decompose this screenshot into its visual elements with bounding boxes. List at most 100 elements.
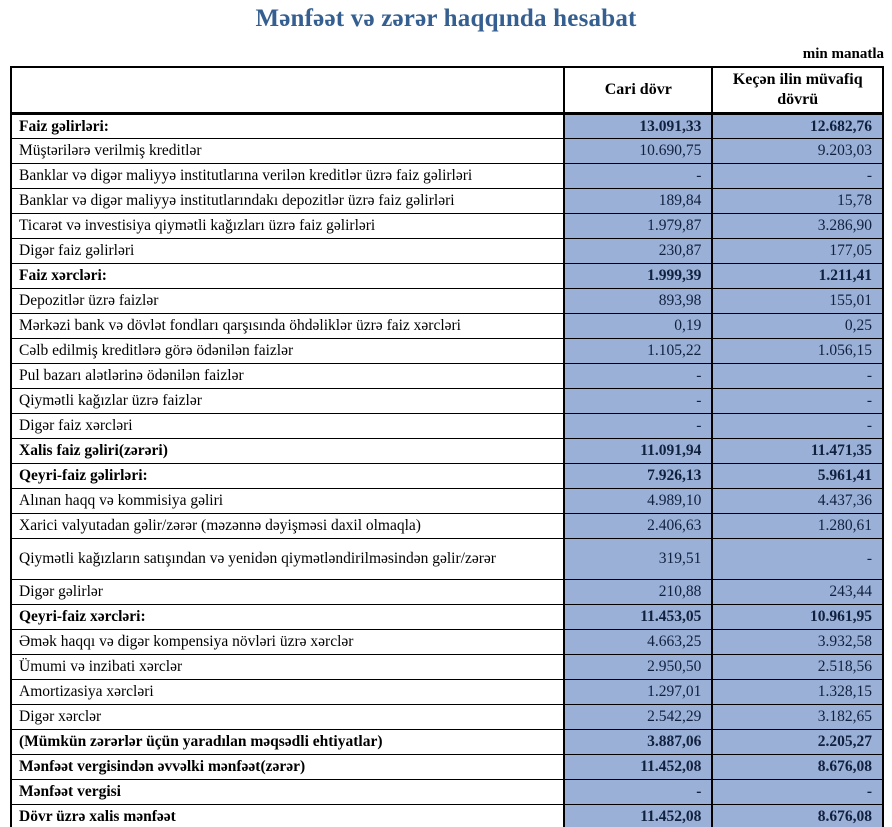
row-label: Digər xərclər (9, 704, 566, 730)
current-period-value: - (563, 388, 714, 414)
table-row: Əmək haqqı və digər kompensiya növləri ü… (9, 629, 884, 655)
previous-period-value: 3.182,65 (711, 704, 884, 730)
current-period-value: 2.950,50 (563, 654, 714, 680)
previous-period-value: 3.932,58 (711, 629, 884, 655)
row-label: Qeyri-faiz gəlirləri: (9, 463, 566, 489)
header-empty-cell (9, 66, 566, 115)
previous-period-value: - (711, 538, 884, 580)
table-row: Qeyri-faiz gəlirləri: 7.926,13 5.961,41 (9, 463, 884, 489)
table-row: Amortizasiya xərcləri 1.297,01 1.328,15 (9, 679, 884, 705)
table-row: Digər faiz xərcləri - - (9, 413, 884, 439)
row-label: Ticarət və investisiya qiymətli kağızlar… (9, 213, 566, 239)
current-period-value: 2.406,63 (563, 513, 714, 539)
current-period-value: 319,51 (563, 538, 714, 580)
previous-period-value: 8.676,08 (711, 754, 884, 780)
row-label: Xalis faiz gəliri(zərəri) (9, 438, 566, 464)
previous-period-value: 0,25 (711, 313, 884, 339)
current-period-value: 1.297,01 (563, 679, 714, 705)
previous-period-value: - (711, 163, 884, 189)
row-label: Digər faiz xərcləri (9, 413, 566, 439)
previous-period-value: 1.280,61 (711, 513, 884, 539)
previous-period-value: 243,44 (711, 579, 884, 605)
table-row: Cəlb edilmiş kreditlərə görə ödənilən fa… (9, 338, 884, 364)
row-label: Depozitlər üzrə faizlər (9, 288, 566, 314)
previous-period-value: 2.205,27 (711, 729, 884, 755)
row-label: Ümumi və inzibati xərclər (9, 654, 566, 680)
row-label: Faiz xərcləri: (9, 263, 566, 289)
table-row: Dövr üzrə xalis mənfəət 11.452,08 8.676,08 (9, 804, 884, 827)
table-row: Depozitlər üzrə faizlər 893,98 155,01 (9, 288, 884, 314)
row-label: Faiz gəlirləri: (9, 113, 566, 139)
row-label: Mərkəzi bank və dövlət fondları qarşısın… (9, 313, 566, 339)
previous-period-value: 12.682,76 (711, 113, 884, 139)
previous-period-value: - (711, 388, 884, 414)
table-row: (Mümkün zərərlər üçün yaradılan məqsədli… (9, 729, 884, 755)
table-row: Xalis faiz gəliri(zərəri) 11.091,94 11.471… (9, 438, 884, 464)
current-period-value: 0,19 (563, 313, 714, 339)
row-label: Müştərilərə verilmiş kreditlər (9, 138, 566, 164)
table-row: Digər faiz gəlirləri 230,87 177,05 (9, 238, 884, 264)
current-period-value: 11.452,08 (563, 754, 714, 780)
table-row: Qiymətli kağızlar üzrə faizlər - - (9, 388, 884, 414)
table-row: Banklar və digər maliyyə institutlarında… (9, 188, 884, 214)
previous-period-value: 10.961,95 (711, 604, 884, 630)
row-label: Alınan haqq və kommisiya gəliri (9, 488, 566, 514)
previous-period-value: 3.286,90 (711, 213, 884, 239)
current-period-value: 13.091,33 (563, 113, 714, 139)
row-label: (Mümkün zərərlər üçün yaradılan məqsədli… (9, 729, 566, 755)
table-row: Ticarət və investisiya qiymətli kağızlar… (9, 213, 884, 239)
row-label: Banklar və digər maliyyə institutlarına … (9, 163, 566, 189)
current-period-value: - (563, 163, 714, 189)
header-previous-period: Keçən ilin müvafiq dövrü (711, 66, 884, 115)
previous-period-value: - (711, 413, 884, 439)
current-period-value: 11.091,94 (563, 438, 714, 464)
row-label: Qiymətli kağızlar üzrə faizlər (9, 388, 566, 414)
current-period-value: 11.453,05 (563, 604, 714, 630)
table-row: Xarici valyutadan gəlir/zərər (məzənnə d… (9, 513, 884, 539)
previous-period-value: - (711, 363, 884, 389)
current-period-value: - (563, 363, 714, 389)
pnl-table: Cari dövr Keçən ilin müvafiq dövrü Faiz … (9, 66, 884, 827)
table-row: Müştərilərə verilmiş kreditlər 10.690,75 9… (9, 138, 884, 164)
row-label: Banklar və digər maliyyə institutlarında… (9, 188, 566, 214)
previous-period-value: 4.437,36 (711, 488, 884, 514)
table-row: Ümumi və inzibati xərclər 2.950,50 2.518,5… (9, 654, 884, 680)
current-period-value: - (563, 413, 714, 439)
row-label: Pul bazarı alətlərinə ödənilən faizlər (9, 363, 566, 389)
table-row: Qiymətli kağızların satışından və yenidə… (9, 538, 884, 580)
current-period-value: 4.989,10 (563, 488, 714, 514)
previous-period-value: 1.056,15 (711, 338, 884, 364)
current-period-value: 230,87 (563, 238, 714, 264)
current-period-value: 7.926,13 (563, 463, 714, 489)
table-header-row: Cari dövr Keçən ilin müvafiq dövrü (9, 66, 884, 115)
table-row: Pul bazarı alətlərinə ödənilən faizlər - - (9, 363, 884, 389)
current-period-value: 2.542,29 (563, 704, 714, 730)
table-row: Digər xərclər 2.542,29 3.182,65 (9, 704, 884, 730)
unit-label: min manatla (802, 46, 884, 62)
previous-period-value: 155,01 (711, 288, 884, 314)
previous-period-value: 5.961,41 (711, 463, 884, 489)
table-row: Mənfəət vergisindən əvvəlki mənfəət(zərə… (9, 754, 884, 780)
current-period-value: 1.105,22 (563, 338, 714, 364)
current-period-value: - (563, 779, 714, 805)
current-period-value: 189,84 (563, 188, 714, 214)
row-label: Amortizasiya xərcləri (9, 679, 566, 705)
table-row: Qeyri-faiz xərcləri: 11.453,05 10.961,95 (9, 604, 884, 630)
row-label: Digər gəlirlər (9, 579, 566, 605)
row-label: Mənfəət vergisi (9, 779, 566, 805)
page-title: Mənfəət və zərər haqqında hesabat (255, 5, 637, 32)
table-body: Faiz gəlirləri: 13.091,33 12.682,76 Müştəri… (9, 113, 884, 827)
row-label: Xarici valyutadan gəlir/zərər (məzənnə d… (9, 513, 566, 539)
row-label: Qiymətli kağızların satışından və yenidə… (9, 538, 566, 580)
row-label: Qeyri-faiz xərcləri: (9, 604, 566, 630)
row-label: Mənfəət vergisindən əvvəlki mənfəət(zərə… (9, 754, 566, 780)
previous-period-value: 15,78 (711, 188, 884, 214)
current-period-value: 1.979,87 (563, 213, 714, 239)
previous-period-value: 9.203,03 (711, 138, 884, 164)
row-label: Cəlb edilmiş kreditlərə görə ödənilən fa… (9, 338, 566, 364)
table-row: Mərkəzi bank və dövlət fondları qarşısın… (9, 313, 884, 339)
current-period-value: 11.452,08 (563, 804, 714, 827)
row-label: Digər faiz gəlirləri (9, 238, 566, 264)
table-row: Faiz gəlirləri: 13.091,33 12.682,76 (9, 113, 884, 139)
